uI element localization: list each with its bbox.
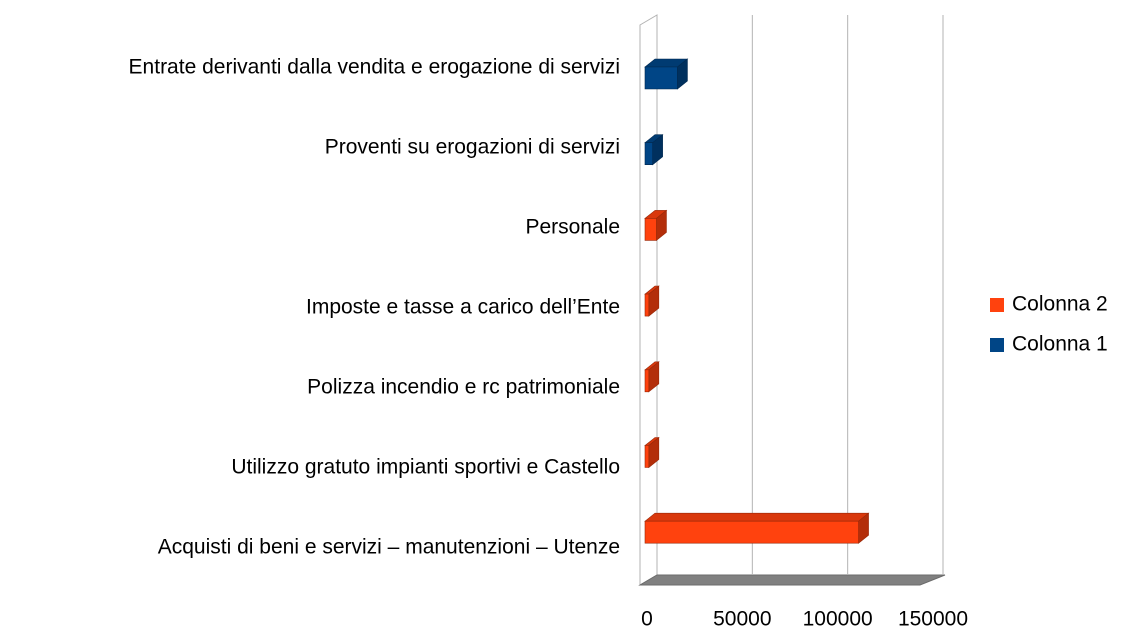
bar-front [644,218,657,241]
floor [638,574,946,586]
bar-front [644,66,678,90]
legend-swatch [990,298,1004,312]
y-tick-label: Polizza incendio e rc patrimoniale [307,376,620,399]
legend-label: Colonna 2 [1012,293,1108,316]
bar [644,134,664,166]
bar-top [644,512,870,522]
bar [644,361,660,393]
bar-front [644,445,650,468]
legend-label: Colonna 1 [1012,333,1108,356]
bar [644,436,660,469]
y-tick-label: Proventi su erogazioni di servizi [325,136,620,159]
x-tick-label: 150000 [898,608,968,631]
x-tick-label: 50000 [713,608,771,631]
bar [644,285,660,317]
y-tick-label: Utilizzo gratuto impianti sportivi e Cas… [231,456,620,479]
bar-front [644,293,650,317]
bar-front [644,142,653,165]
y-tick-label: Imposte e tasse a carico dell’Ente [306,296,620,319]
bar [644,512,870,544]
bar-front [644,520,859,544]
bar [644,58,689,90]
y-tick-label: Acquisti di beni e servizi – manutenzion… [158,536,620,559]
y-tick-label: Personale [525,216,620,239]
bar [644,209,668,242]
y-tick-label: Entrate derivanti dalla vendita e erogaz… [129,56,620,79]
x-tick-label: 100000 [803,608,873,631]
bar-front [644,369,650,393]
legend-swatch [990,338,1004,352]
x-tick-label: 0 [641,608,653,631]
